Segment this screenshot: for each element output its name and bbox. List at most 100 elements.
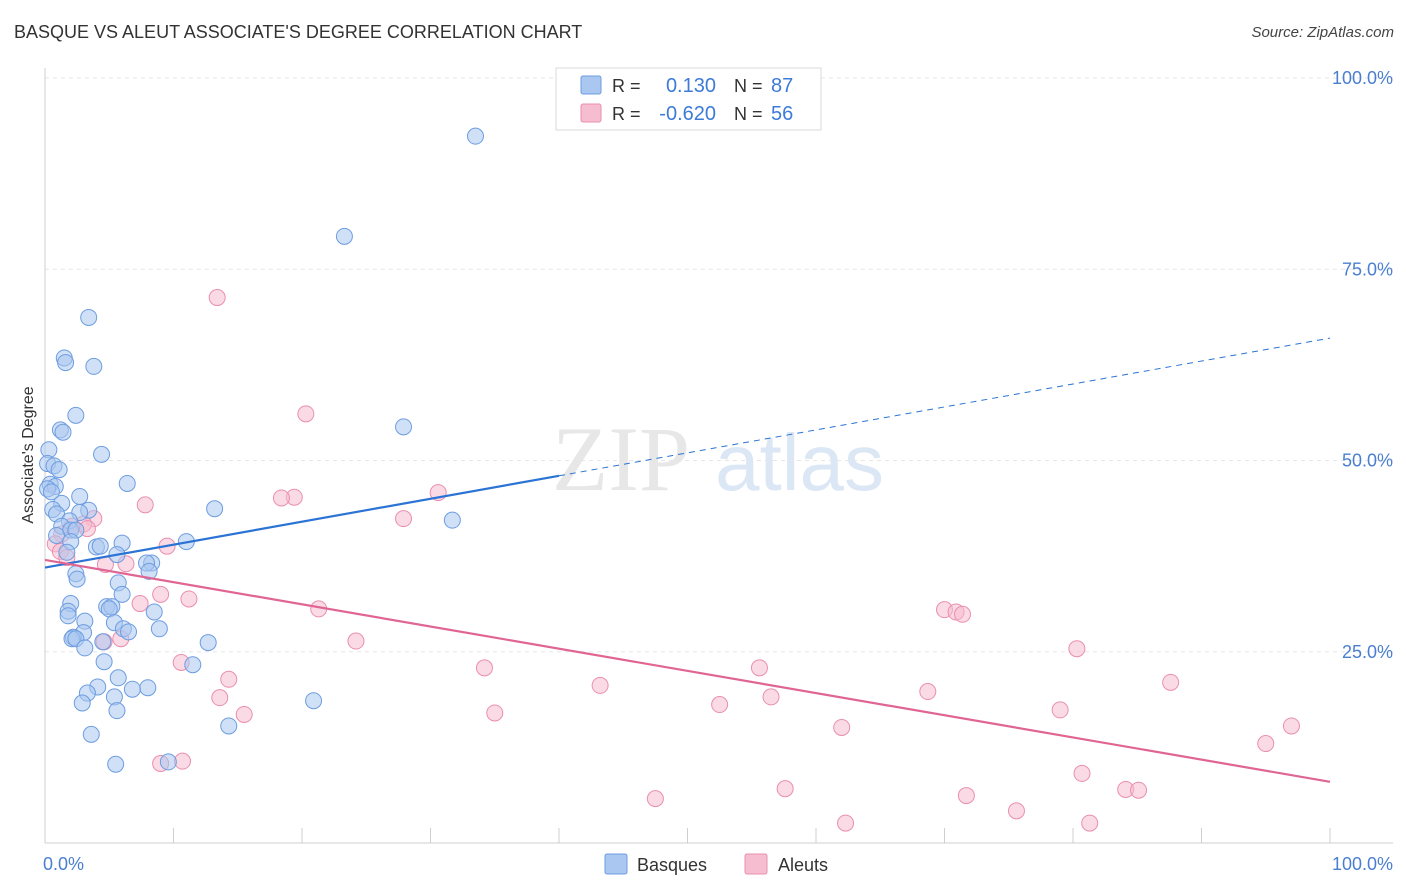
stat-r-label: R = [612, 76, 641, 96]
aleuts-point [1282, 717, 1300, 735]
aleuts-point [833, 718, 851, 736]
basques-point [140, 562, 158, 580]
basques-point [42, 483, 60, 501]
basques-point [108, 702, 126, 720]
aleuts-point [297, 405, 315, 423]
basques-point [107, 755, 125, 773]
aleuts-point [173, 752, 191, 770]
stat-n-label: N = [734, 104, 763, 124]
y-tick-label: 75.0% [1342, 259, 1393, 279]
x-tick-label: 0.0% [43, 854, 84, 874]
aleuts-point [762, 688, 780, 706]
aleuts-point [180, 590, 198, 608]
basques-point [67, 406, 85, 424]
basques-point [123, 680, 141, 698]
basques-point [145, 603, 163, 621]
x-tick-labels: 0.0% 100.0% [43, 854, 1393, 874]
aleuts-point [1007, 802, 1025, 820]
chart-title: BASQUE VS ALEUT ASSOCIATE'S DEGREE CORRE… [14, 22, 583, 42]
basques-point [159, 753, 177, 771]
basques-point [206, 500, 224, 518]
trend-lines [44, 337, 1331, 783]
aleuts-point [1051, 701, 1069, 719]
series-legend: Basques Aleuts [604, 853, 828, 875]
aleuts-point [131, 595, 149, 613]
basques-point [58, 543, 76, 561]
aleuts-point [591, 676, 609, 694]
basques-point [50, 461, 68, 479]
basques-point [57, 354, 75, 372]
y-tick-labels: 25.0% 50.0% 75.0% 100.0% [1332, 68, 1393, 662]
legend-swatch-aleuts [580, 103, 602, 123]
basques-point [48, 526, 66, 544]
basques-point [93, 445, 111, 463]
legend-item-basques: Basques [637, 855, 707, 875]
stats-legend: R = 0.130 N = 87 R = -0.620 N = 56 [555, 67, 822, 131]
aleuts-point [776, 780, 794, 798]
stat-r-value: -0.620 [659, 103, 716, 125]
basques-point [82, 725, 100, 743]
aleuts-point [220, 670, 238, 688]
basques-point [150, 620, 168, 638]
aleuts-point [347, 632, 365, 650]
basques-points [39, 127, 484, 773]
basques-trend-extension [558, 337, 1331, 477]
watermark: ZIP atlas [552, 408, 884, 510]
aleuts-point [1130, 781, 1148, 799]
basques-point [105, 688, 123, 706]
basques-point [68, 570, 86, 588]
basques-point [113, 585, 131, 603]
legend-item-aleuts-swatch [744, 853, 768, 875]
watermark-zip: ZIP [552, 408, 690, 510]
basques-point [76, 639, 94, 657]
basques-trend-line [44, 474, 560, 569]
stat-n-value: 87 [771, 75, 793, 97]
basques-point [71, 487, 89, 505]
aleuts-point [1257, 735, 1275, 753]
basques-point [85, 357, 103, 375]
y-tick-label: 50.0% [1342, 451, 1393, 471]
aleuts-trend-line [44, 558, 1331, 783]
stat-r-label: R = [612, 104, 641, 124]
aleuts-point [152, 585, 170, 603]
stat-n-label: N = [734, 76, 763, 96]
basques-point [220, 717, 238, 735]
aleuts-point [1162, 673, 1180, 691]
y-tick-label: 100.0% [1332, 68, 1393, 88]
basques-point [118, 474, 136, 492]
watermark-atlas: atlas [715, 418, 884, 507]
aleuts-point [919, 683, 937, 701]
basques-point [54, 423, 72, 441]
basques-point [109, 669, 127, 687]
stat-n-value: 56 [771, 103, 793, 125]
stat-r-value: 0.130 [666, 75, 716, 97]
basques-point [94, 633, 112, 651]
aleuts-point [837, 814, 855, 832]
aleuts-point [272, 489, 290, 507]
basques-point [335, 227, 353, 245]
aleuts-point [395, 510, 413, 528]
basques-point [466, 127, 484, 145]
basques-point [91, 537, 109, 555]
aleuts-point [235, 705, 253, 723]
aleuts-point [1068, 640, 1086, 658]
y-tick-label: 25.0% [1342, 642, 1393, 662]
aleuts-point [211, 689, 229, 707]
basques-point [120, 623, 138, 641]
basques-point [139, 679, 157, 697]
legend-item-basques-swatch [604, 853, 628, 875]
basques-point [443, 511, 461, 529]
aleuts-point [475, 659, 493, 677]
basques-point [95, 653, 113, 671]
aleuts-point [208, 289, 226, 307]
source-label: Source: ZipAtlas.com [1251, 24, 1394, 41]
aleuts-point [711, 696, 729, 714]
aleuts-point [750, 659, 768, 677]
basques-point [199, 634, 217, 652]
basques-point [80, 308, 98, 326]
legend-item-aleuts: Aleuts [778, 855, 828, 875]
aleuts-point [136, 496, 154, 514]
basques-point [184, 656, 202, 674]
gridlines [45, 77, 1393, 653]
